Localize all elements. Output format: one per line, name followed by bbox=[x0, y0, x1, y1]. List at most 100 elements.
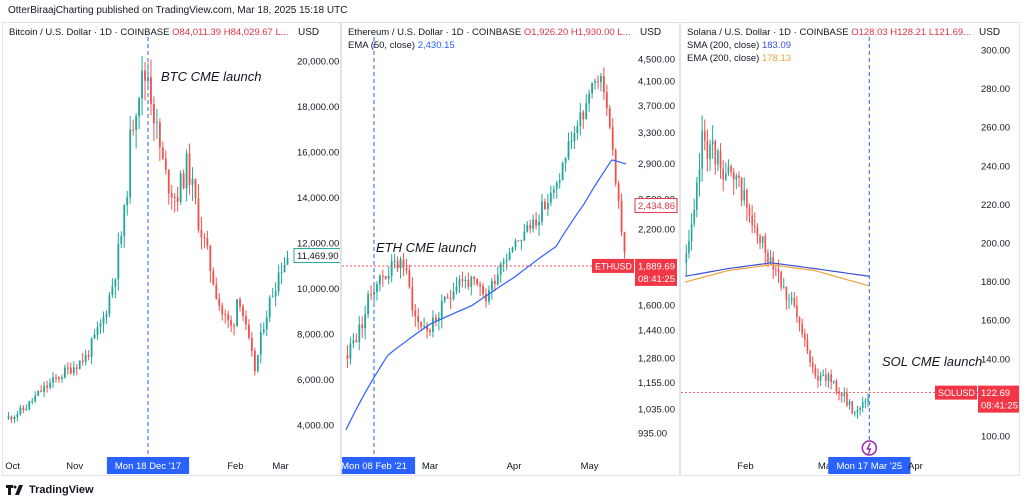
sol-candle-body bbox=[856, 409, 859, 413]
btc-candle-body bbox=[105, 314, 108, 318]
btc-candle-body bbox=[58, 377, 60, 380]
eth-candle-body bbox=[620, 200, 623, 233]
btc-candle-body bbox=[46, 385, 48, 388]
eth-candle-body bbox=[555, 182, 558, 190]
btc-candle-body bbox=[262, 329, 265, 332]
btc-candle-body bbox=[60, 377, 63, 380]
btc-x-tick: Nov bbox=[66, 461, 83, 472]
sol-candle-body bbox=[724, 173, 727, 180]
btc-candle-body bbox=[16, 414, 19, 417]
sol-candle-body bbox=[706, 140, 709, 159]
eth-candle-body bbox=[623, 232, 626, 253]
sol-y-tick: 220.00 bbox=[981, 200, 1010, 211]
eth-candle-body bbox=[376, 284, 378, 293]
sol-countdown: 08:41:25 bbox=[981, 401, 1018, 412]
sol-candle-body bbox=[838, 391, 840, 394]
btc-candle-body bbox=[25, 408, 28, 411]
btc-candle-body bbox=[78, 360, 81, 369]
btc-candle-body bbox=[69, 367, 72, 374]
sol-candle-body bbox=[735, 175, 738, 180]
sol-candle-body bbox=[803, 333, 806, 340]
eth-chart-svg[interactable]: 4,500.00 4,100.00 3,700.00 3,300.00 2,900.00… bbox=[342, 23, 680, 476]
sol-sma-value: 183.09 bbox=[761, 40, 792, 51]
sol-candle-body bbox=[861, 402, 864, 409]
btc-candle-body bbox=[117, 243, 120, 280]
btc-candle-body bbox=[173, 197, 176, 199]
btc-candle-body bbox=[96, 327, 99, 335]
btc-candle-body bbox=[90, 338, 93, 357]
sol-candle-body bbox=[819, 375, 822, 381]
btc-candle-body bbox=[158, 122, 161, 148]
sol-ticker: SOLUSD bbox=[938, 388, 976, 398]
sol-ema-name: EMA (200, close) bbox=[687, 53, 760, 64]
eth-candle-body bbox=[461, 279, 464, 281]
btc-candle-body bbox=[87, 355, 90, 357]
btc-candle-body bbox=[274, 291, 277, 297]
eth-y-tick: 1,035.00 bbox=[638, 404, 675, 415]
sol-ema-line bbox=[684, 264, 870, 287]
btc-candle-body bbox=[7, 416, 10, 419]
sol-candle-body bbox=[848, 401, 851, 406]
sol-chart-panel[interactable]: 300.00 280.00 260.00 240.00 220.00 200.00 180.… bbox=[680, 22, 1020, 476]
btc-y-tick: 16,000.00 bbox=[297, 148, 339, 159]
btc-candle-body bbox=[283, 264, 286, 273]
eth-candle-body bbox=[493, 280, 496, 285]
eth-y-tick: 1,155.00 bbox=[638, 378, 675, 389]
eth-candle-body bbox=[429, 330, 431, 333]
eth-y-tick: 3,300.00 bbox=[638, 128, 675, 139]
eth-chart-panel[interactable]: 4,500.00 4,100.00 3,700.00 3,300.00 2,900.00… bbox=[341, 22, 680, 476]
eth-candle-body bbox=[541, 201, 543, 222]
eth-candle-body bbox=[367, 294, 370, 315]
eth-candle-body bbox=[405, 267, 408, 271]
sol-y-tick: 100.00 bbox=[981, 431, 1010, 442]
btc-candle-body bbox=[108, 294, 111, 315]
btc-candle-body bbox=[197, 198, 200, 230]
btc-chart-panel[interactable]: 20,000.00 18,000.00 16,000.00 14,000.00 12,0… bbox=[2, 22, 341, 476]
eth-candle-body bbox=[373, 292, 375, 295]
eth-candle-body bbox=[381, 275, 384, 277]
eth-x-tick: Apr bbox=[507, 461, 522, 472]
btc-y-tick: 20,000.00 bbox=[297, 57, 339, 68]
btc-candle-body bbox=[49, 382, 51, 388]
eth-candle-body bbox=[538, 221, 540, 226]
eth-candle-body bbox=[402, 259, 405, 268]
btc-chart-svg[interactable]: 20,000.00 18,000.00 16,000.00 14,000.00 12,0… bbox=[3, 23, 341, 476]
eth-candle-body bbox=[384, 276, 387, 279]
btc-candle-body bbox=[72, 367, 75, 374]
eth-candle-body bbox=[490, 280, 493, 291]
eth-y-tick: 1,600.00 bbox=[638, 301, 675, 312]
eth-candle-body bbox=[458, 279, 461, 287]
sol-y-tick: 240.00 bbox=[981, 161, 1010, 172]
sol-candle-body bbox=[709, 144, 711, 159]
eth-ticker-bg bbox=[592, 258, 634, 273]
btc-x-cursor-bg bbox=[106, 457, 190, 474]
sol-cme-annotation: SOL CME launch bbox=[882, 354, 982, 369]
sol-candle-body bbox=[719, 150, 722, 169]
btc-y-tick: 4,000.00 bbox=[297, 420, 334, 431]
eth-candle-body bbox=[605, 92, 608, 109]
btc-candle-body bbox=[55, 377, 57, 379]
eth-candle-body bbox=[470, 277, 473, 287]
eth-y-tick: 935.00 bbox=[638, 429, 667, 440]
eth-x-tick: May bbox=[581, 461, 599, 472]
eth-candle-body bbox=[455, 286, 458, 292]
sol-candle-body bbox=[827, 374, 830, 381]
sol-candle-body bbox=[835, 381, 838, 392]
sol-candle-body bbox=[775, 269, 777, 271]
btc-candle-body bbox=[34, 395, 37, 401]
btc-y-tick: 12,000.00 bbox=[297, 239, 339, 250]
sol-candle-body bbox=[790, 297, 793, 300]
btc-candle-body bbox=[271, 296, 274, 298]
sol-legend-title: Solana / U.S. Dollar · 1D · COINBASE bbox=[687, 27, 849, 38]
sol-candle-body bbox=[846, 393, 848, 406]
eth-candle-body bbox=[417, 316, 420, 323]
footer-brand[interactable]: TradingView bbox=[29, 484, 94, 496]
btc-candle-body bbox=[123, 205, 126, 237]
btc-candle-body bbox=[286, 257, 289, 265]
eth-y-tick: 4,100.00 bbox=[638, 76, 675, 87]
eth-candle-body bbox=[464, 279, 467, 281]
sol-chart-svg[interactable]: 300.00 280.00 260.00 240.00 220.00 200.00 180.… bbox=[681, 23, 1020, 476]
sol-legend: Solana / U.S. Dollar · 1D · COINBASE O12… bbox=[687, 26, 971, 65]
eth-x-cursor-bg bbox=[342, 457, 416, 474]
btc-candle-body bbox=[209, 245, 212, 272]
